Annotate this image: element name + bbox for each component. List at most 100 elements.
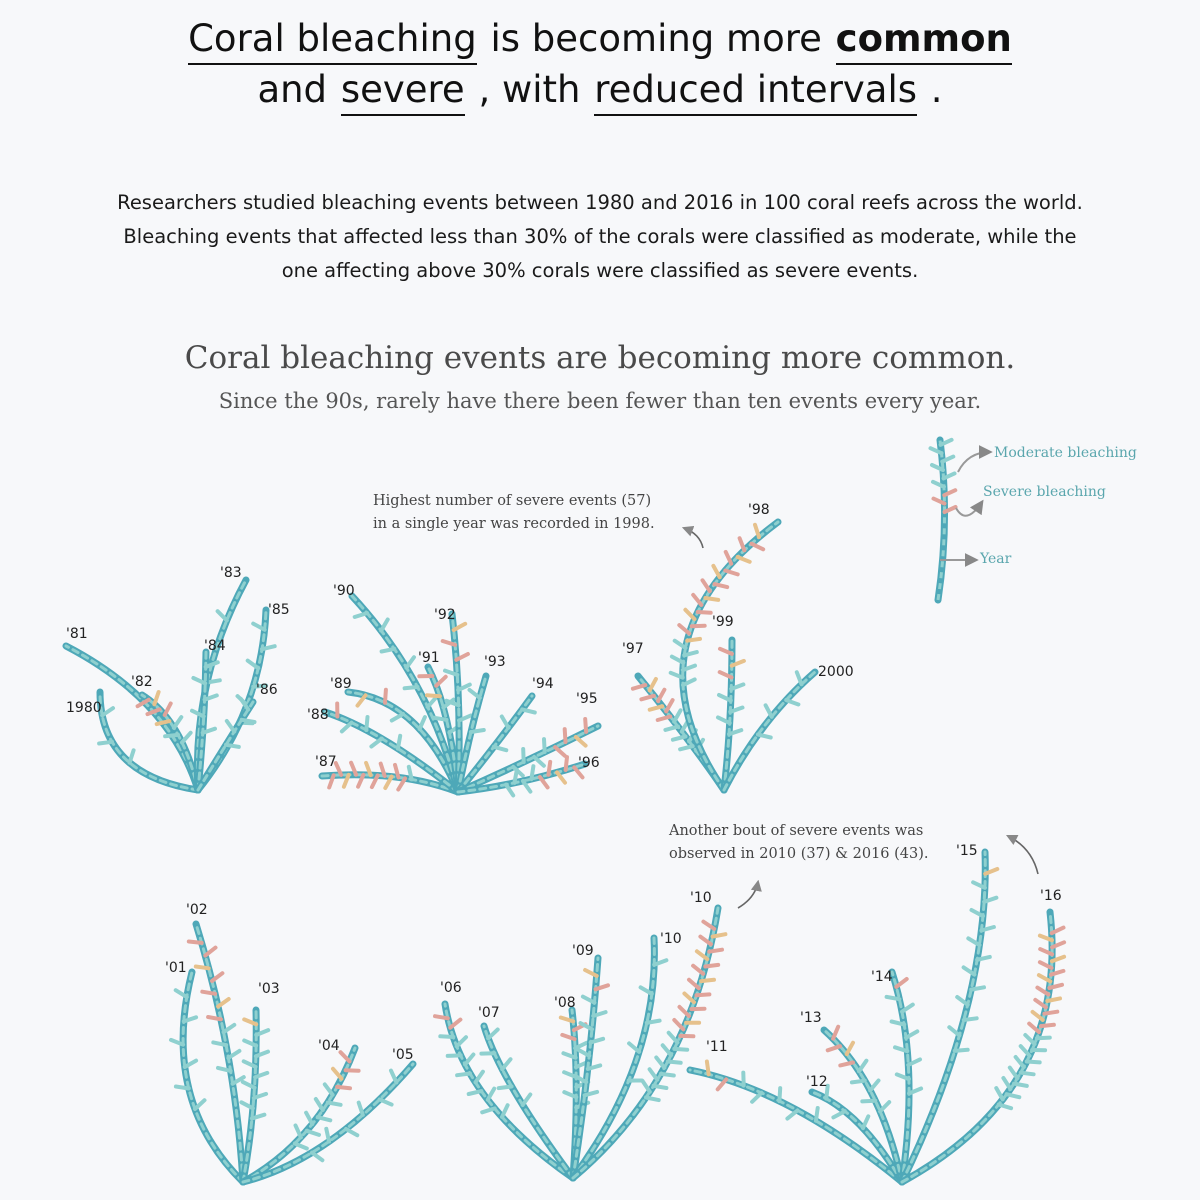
moderate-event-leaf [777, 1086, 783, 1104]
moderate-event-leaf [763, 703, 774, 719]
coral-branch [716, 636, 746, 794]
moderate-event-leaf [971, 880, 987, 890]
coral-branch [884, 968, 924, 1186]
severe-event-leaf [135, 697, 151, 709]
moderate-event-leaf [216, 1065, 233, 1073]
moderate-event-leaf [1001, 1076, 1013, 1091]
moderate-event-leaf [561, 1051, 578, 1060]
year-label: '82 [131, 674, 153, 690]
branch-stem-texture [681, 520, 780, 792]
moderate-event-leaf [529, 764, 536, 782]
moderate-event-leaf [785, 1108, 800, 1121]
moderate-event-leaf [445, 1053, 463, 1058]
severe-event-leaf [729, 658, 746, 668]
severe-event-leaf [1030, 1009, 1045, 1022]
moderate-event-leaf [562, 1090, 579, 1100]
moderate-event-leaf [239, 1100, 255, 1111]
moderate-event-leaf [672, 708, 683, 724]
severe-event-leaf [723, 568, 740, 577]
moderate-event-leaf [455, 1071, 472, 1078]
coral-branch [454, 755, 589, 798]
year-label: '83 [220, 565, 242, 581]
severe-event-leaf [831, 1024, 841, 1041]
branch-stem-texture [890, 970, 911, 1184]
severe-event-leaf [1037, 933, 1054, 943]
severe-event-leaf [210, 971, 225, 983]
severe-event-leaf [1035, 985, 1051, 997]
severe-event-leaf [583, 968, 599, 978]
year-label: '01 [165, 960, 187, 976]
legend-severe-leaf [931, 496, 947, 506]
moderate-event-leaf [438, 1034, 456, 1039]
severe-event-leaf [203, 945, 218, 958]
moderate-event-leaf [900, 1002, 915, 1014]
severe-event-leaf [433, 1014, 450, 1021]
severe-event-leaf [327, 773, 336, 790]
headline-text: is becoming more [478, 17, 834, 60]
coral-branch [321, 701, 462, 796]
severe-event-leaf [699, 977, 716, 984]
severe-event-leaf [656, 687, 667, 703]
moderate-event-leaf [893, 1045, 910, 1054]
moderate-event-leaf [245, 658, 261, 671]
branch-stem-texture [194, 922, 245, 1184]
severe-event-leaf [364, 760, 373, 778]
headline-text: and [257, 68, 339, 111]
moderate-event-leaf [651, 1083, 669, 1090]
year-label: '05 [392, 1047, 414, 1063]
annotation-2016-arrow [1005, 834, 1039, 875]
moderate-event-leaf [640, 1078, 652, 1094]
severe-event-leaf [448, 1017, 463, 1030]
moderate-event-leaf [251, 683, 269, 689]
severe-event-leaf [749, 541, 766, 552]
moderate-event-leaf [665, 1059, 683, 1065]
moderate-event-leaf [680, 663, 697, 673]
severe-event-leaf [193, 964, 211, 971]
moderate-event-leaf [499, 714, 511, 730]
intro-paragraph: Researchers studied bleaching events bet… [60, 186, 1140, 288]
moderate-event-leaf [163, 732, 181, 739]
moderate-event-leaf [240, 1079, 257, 1090]
severe-event-leaf [710, 932, 728, 939]
severe-event-leaf [735, 555, 752, 564]
moderate-event-leaf [191, 676, 208, 686]
severe-event-leaf [1033, 997, 1048, 1010]
severe-event-leaf [349, 760, 359, 777]
branch-stem-texture [456, 694, 534, 794]
headline-coral-bleaching: Coral bleaching [188, 19, 477, 65]
moderate-event-leaf [969, 908, 985, 919]
legend-severe-leaf [942, 488, 958, 498]
moderate-event-leaf [389, 1068, 399, 1085]
moderate-event-leaf [678, 744, 695, 752]
moderate-event-leaf [681, 677, 697, 688]
severe-event-leaf [630, 683, 648, 691]
moderate-event-leaf [203, 660, 220, 669]
severe-event-leaf [216, 997, 231, 1009]
severe-event-leaf [335, 1084, 352, 1091]
legend-severe-arrow [955, 499, 984, 517]
moderate-event-leaf [315, 1115, 333, 1123]
legend-moderate-arrow [957, 445, 993, 473]
moderate-event-leaf [457, 713, 473, 723]
coral-branch [440, 610, 473, 796]
moderate-event-leaf [975, 954, 992, 962]
moderate-event-leaf [480, 1106, 497, 1115]
moderate-event-leaf [379, 617, 390, 633]
year-label: '84 [204, 638, 226, 654]
branch-stem-texture [456, 724, 600, 794]
moderate-event-leaf [1018, 1044, 1032, 1058]
moderate-event-leaf [171, 715, 184, 730]
moderate-event-leaf [1012, 1081, 1029, 1088]
legend-severe-leaf [942, 505, 958, 514]
coral-branch [194, 696, 257, 794]
year-label: '13 [800, 1010, 822, 1026]
severe-event-leaf [704, 1059, 711, 1077]
year-label: '87 [315, 754, 337, 770]
branch-stem-texture [346, 690, 460, 794]
branch-stem-texture [571, 936, 656, 1180]
severe-event-leaf [537, 775, 550, 790]
year-label: '96 [578, 755, 600, 771]
branch-stem-texture [810, 1090, 904, 1184]
coral-branch [239, 1060, 417, 1186]
moderate-event-leaf [512, 768, 519, 785]
